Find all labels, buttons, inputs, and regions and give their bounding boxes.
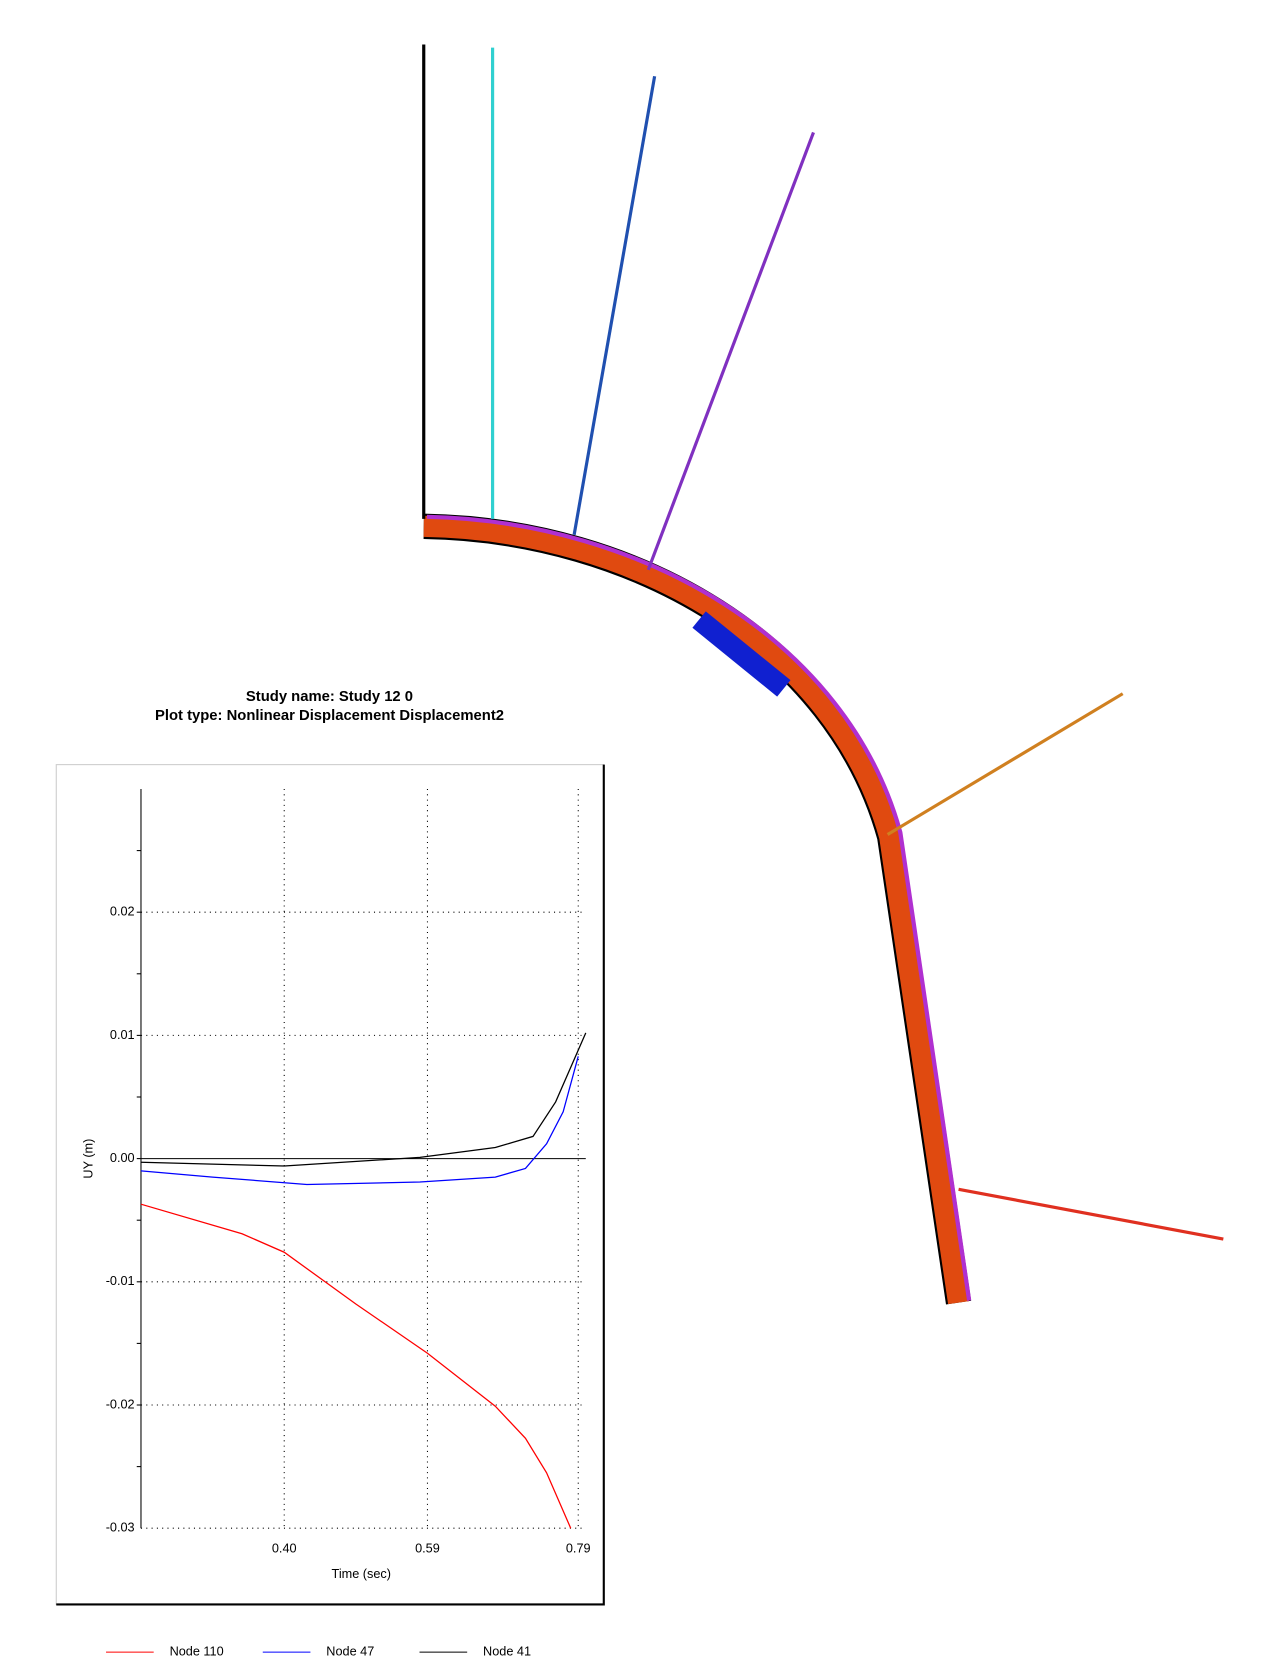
- y-tick-label: -0.01: [106, 1274, 135, 1288]
- beam-edge: [426, 514, 972, 1301]
- frame-shadow: [56, 764, 605, 1606]
- y-tick-label: -0.02: [106, 1397, 135, 1411]
- series-line: [140, 1056, 579, 1186]
- y-tick-label: 0.00: [110, 1151, 135, 1165]
- legend-label: Node 110: [170, 1644, 224, 1658]
- series-line: [140, 1203, 572, 1529]
- fea-model: [422, 44, 1224, 1305]
- y-axis-label: UY (m): [81, 1139, 95, 1179]
- legend-label: Node 41: [483, 1644, 531, 1658]
- x-tick-label: 0.40: [272, 1542, 297, 1556]
- legend-label: Node 47: [326, 1644, 374, 1658]
- strut: [646, 131, 815, 571]
- series-line: [140, 1032, 587, 1167]
- y-tick-label: -0.03: [106, 1521, 135, 1535]
- beam: [423, 515, 970, 1305]
- y-tick-label: 0.02: [110, 905, 135, 919]
- x-tick-label: 0.79: [566, 1542, 591, 1556]
- beam-spot: [692, 611, 791, 697]
- strut: [958, 1187, 1224, 1241]
- y-tick-label: 0.01: [110, 1028, 135, 1042]
- strut: [572, 75, 657, 536]
- chart-subtitle: Plot type: Nonlinear Displacement Displa…: [155, 708, 504, 724]
- x-tick-label: 0.59: [415, 1542, 440, 1556]
- chart-title: Study name: Study 12 0: [246, 689, 413, 705]
- x-axis-label: Time (sec): [332, 1567, 391, 1581]
- strut: [886, 692, 1124, 836]
